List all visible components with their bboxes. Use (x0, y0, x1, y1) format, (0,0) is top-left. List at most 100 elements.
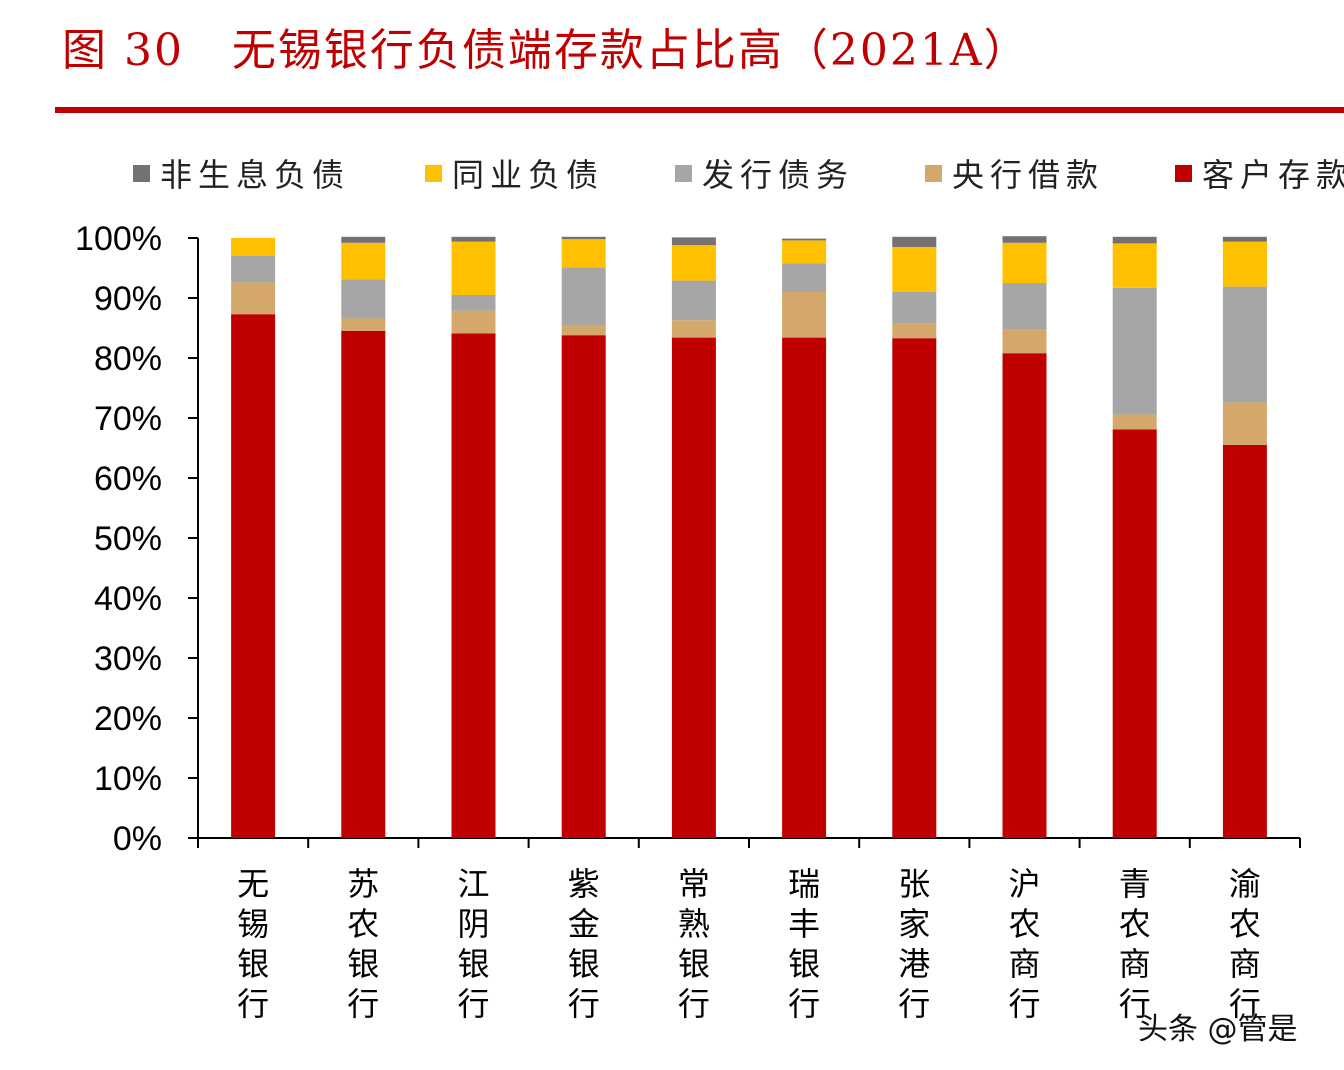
y-tick-label: 70% (94, 400, 162, 438)
bar-segment (782, 292, 827, 338)
x-tick-label: 行 (898, 985, 930, 1023)
x-tick-label: 商 (1119, 945, 1151, 983)
x-tick-label: 家 (898, 905, 930, 943)
x-tick-label: 阴 (457, 905, 489, 943)
x-tick-label: 紫 (568, 865, 600, 903)
x-tick-label: 银 (237, 945, 269, 983)
legend-item: 央行借款 (925, 150, 1104, 196)
y-tick-label: 90% (94, 280, 162, 318)
bar-segment (341, 331, 386, 838)
x-tick-label: 银 (347, 945, 379, 983)
legend-swatch (425, 164, 442, 182)
bar-segment (1002, 353, 1047, 838)
y-tick-label: 100% (75, 220, 162, 258)
bar-segment (1112, 414, 1157, 430)
y-tick-label: 30% (94, 640, 162, 678)
bar-segment (341, 318, 386, 331)
y-tick-label: 50% (94, 520, 162, 558)
title-rule (55, 107, 1344, 113)
bar-segment (1222, 402, 1267, 445)
legend-label: 发行债务 (702, 156, 855, 194)
x-tick-label: 行 (1119, 985, 1151, 1023)
x-tick-label: 行 (678, 985, 710, 1023)
x-tick-label: 锡 (237, 905, 269, 943)
watermark: 头条 @管是 (1138, 1012, 1298, 1047)
bar-segment (451, 295, 496, 311)
y-tick-label: 60% (94, 460, 162, 498)
legend-swatch (1175, 164, 1192, 182)
legend-swatch (675, 164, 692, 182)
y-tick-label: 20% (94, 700, 162, 738)
bar-segment (782, 263, 827, 292)
legend-item: 发行债务 (675, 150, 854, 196)
legend-swatch (133, 164, 150, 182)
legend-label: 非生息负债 (160, 156, 351, 194)
bar-segment (892, 247, 937, 292)
x-tick-label: 行 (1008, 985, 1040, 1023)
bar-segment (671, 237, 716, 246)
bar-segment (341, 236, 386, 243)
bar-segment (561, 236, 606, 240)
legend-label: 央行借款 (952, 156, 1105, 194)
bar-segment (1112, 236, 1157, 244)
bar-segment (892, 292, 937, 324)
bar-segment (451, 310, 496, 334)
x-tick-label: 无 (237, 865, 269, 903)
bar-segment (671, 337, 716, 838)
bar-segment (561, 267, 606, 325)
bar-segment (561, 335, 606, 838)
bar-segment (231, 314, 276, 838)
x-tick-label: 农 (1229, 905, 1261, 943)
x-tick-label: 江 (457, 865, 489, 903)
bar-segment (1222, 445, 1267, 838)
bar-segment (341, 279, 386, 319)
bar-segment (1222, 236, 1267, 242)
x-tick-label: 瑞 (788, 865, 820, 903)
x-tick-label: 商 (1229, 945, 1261, 983)
bar-segment (231, 282, 276, 315)
bar-segment (1222, 286, 1267, 403)
bar-segment (451, 236, 496, 242)
bar-segment (782, 337, 827, 838)
legend-item: 客户存款 (1175, 150, 1344, 196)
bar-segment (1002, 242, 1047, 283)
legend-swatch (925, 164, 942, 182)
figure-title: 图 30 无锡银行负债端存款占比高（2021A） (62, 25, 1030, 76)
bar-segment (1112, 243, 1157, 288)
bar-segment (561, 239, 606, 268)
bar-segment (1002, 283, 1047, 330)
x-tick-label: 银 (568, 945, 600, 983)
x-tick-label: 苏 (347, 865, 379, 903)
bar-segment (451, 333, 496, 838)
x-tick-label: 农 (1119, 905, 1151, 943)
bar-segment (782, 238, 827, 241)
x-tick-label: 行 (568, 985, 600, 1023)
x-tick-label: 行 (457, 985, 489, 1023)
bar-segment (451, 241, 496, 295)
bar-segment (782, 240, 827, 264)
bar-segment (341, 242, 386, 280)
bar-segment (1112, 429, 1157, 838)
legend-item: 非生息负债 (133, 150, 350, 196)
x-tick-label: 渝 (1229, 865, 1261, 903)
bar-segment (671, 320, 716, 338)
bar-segment (892, 338, 937, 838)
legend-item: 同业负债 (425, 150, 604, 196)
x-tick-label: 金 (568, 905, 600, 943)
x-tick-label: 商 (1008, 945, 1040, 983)
x-tick-label: 行 (1229, 985, 1261, 1023)
bar-segment (1222, 241, 1267, 287)
x-tick-label: 沪 (1008, 865, 1040, 903)
bar-segment (671, 280, 716, 321)
x-tick-label: 银 (678, 945, 710, 983)
bar-segment (1002, 236, 1047, 243)
y-tick-label: 0% (113, 820, 162, 858)
bar-segment (231, 256, 276, 283)
x-tick-label: 行 (347, 985, 379, 1023)
bar-segment (671, 245, 716, 281)
bar-segment (892, 323, 937, 339)
x-tick-label: 银 (788, 945, 820, 983)
bar-segment (561, 325, 606, 336)
